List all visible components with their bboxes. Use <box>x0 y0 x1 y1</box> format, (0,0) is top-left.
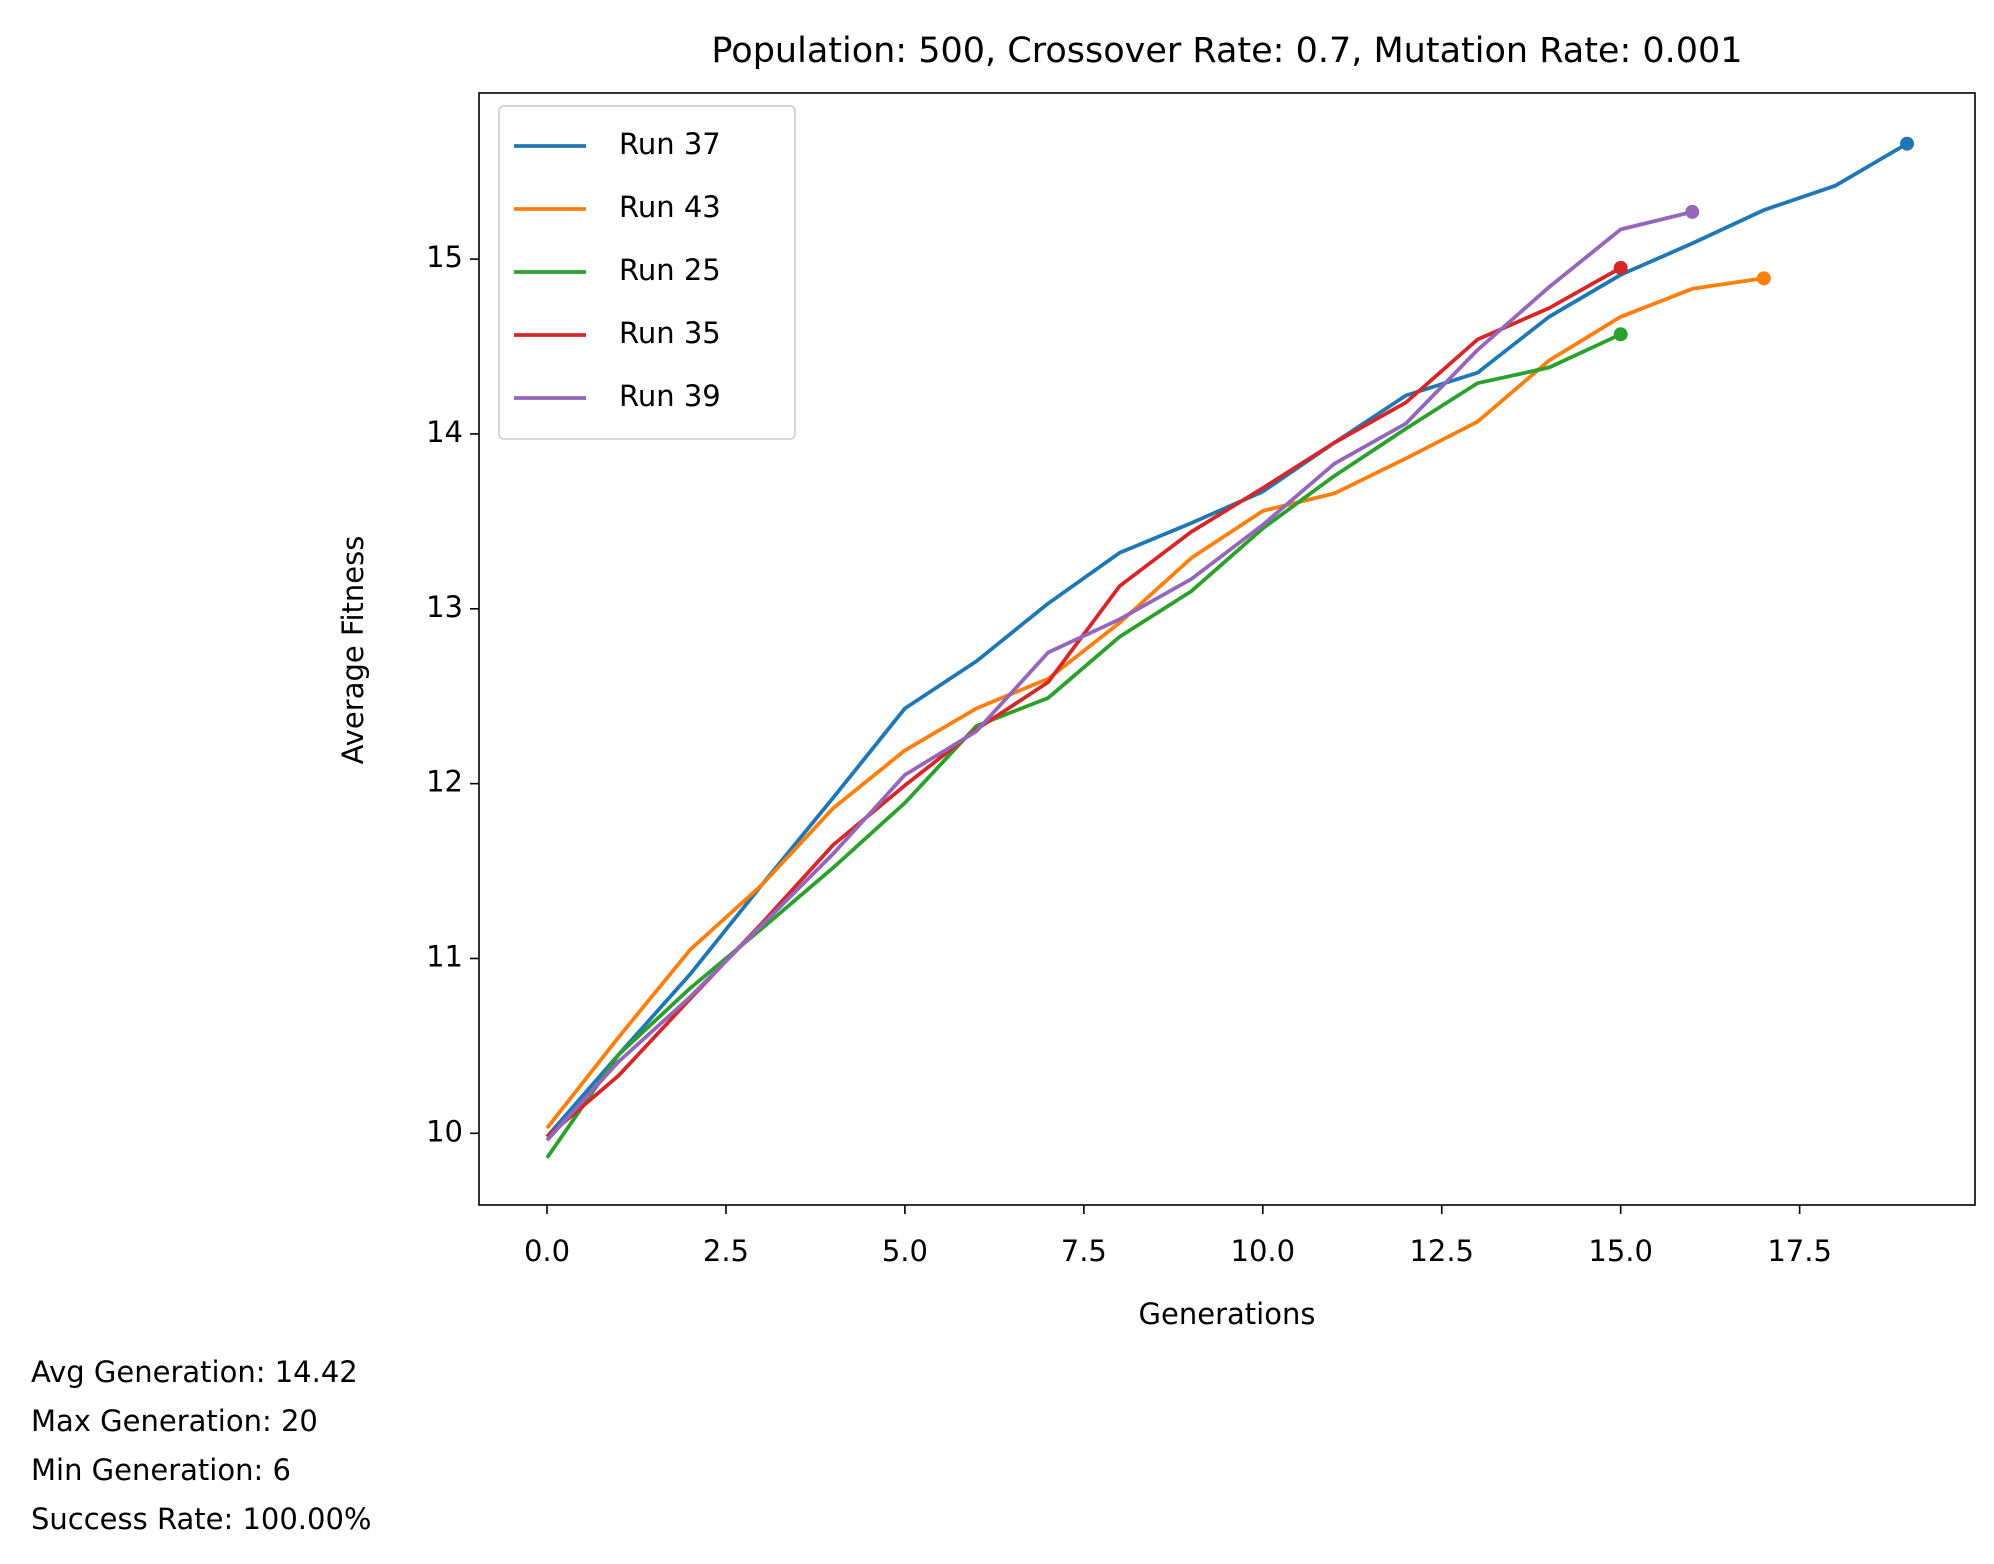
x-tick-label: 0.0 <box>524 1234 570 1268</box>
plot-frame <box>478 92 1976 1206</box>
legend-label: Run 35 <box>619 316 721 350</box>
legend-label: Run 39 <box>619 379 721 413</box>
x-tick-label: 17.5 <box>1767 1234 1832 1268</box>
y-tick-label: 10 <box>426 1114 463 1148</box>
legend-label: Run 37 <box>619 127 721 161</box>
legend-label: Run 43 <box>619 190 721 224</box>
stats-annotation: Avg Generation: 14.42 <box>31 1355 358 1389</box>
y-tick-label: 12 <box>426 765 463 799</box>
y-tick-label: 11 <box>426 939 463 973</box>
x-tick-label: 12.5 <box>1409 1234 1474 1268</box>
end-marker <box>1900 136 1914 151</box>
chart-title: Population: 500, Crossover Rate: 0.7, Mu… <box>711 31 1742 71</box>
x-tick-label: 15.0 <box>1588 1234 1653 1268</box>
legend-box <box>498 105 796 440</box>
series-line <box>545 276 1765 1130</box>
y-tick-label: 13 <box>426 590 463 624</box>
stats-annotation: Success Rate: 100.00% <box>31 1502 371 1536</box>
x-tick-label: 5.0 <box>882 1234 928 1268</box>
end-marker <box>1613 327 1628 342</box>
series-line <box>545 210 1693 1142</box>
x-axis-label: Generations <box>1139 1297 1316 1331</box>
x-tick-label: 7.5 <box>1061 1234 1107 1268</box>
stats-annotation: Max Generation: 20 <box>31 1404 318 1438</box>
stats-annotation: Min Generation: 6 <box>31 1453 291 1487</box>
y-tick-label: 15 <box>426 240 463 274</box>
x-tick-label: 10.0 <box>1231 1234 1296 1268</box>
end-marker <box>1685 204 1700 219</box>
y-tick-label: 14 <box>426 415 463 449</box>
y-axis-label: Average Fitness <box>336 536 370 765</box>
legend-label: Run 25 <box>619 253 721 287</box>
x-tick-label: 2.5 <box>703 1234 749 1268</box>
end-marker <box>1613 260 1628 275</box>
end-marker <box>1756 271 1771 286</box>
